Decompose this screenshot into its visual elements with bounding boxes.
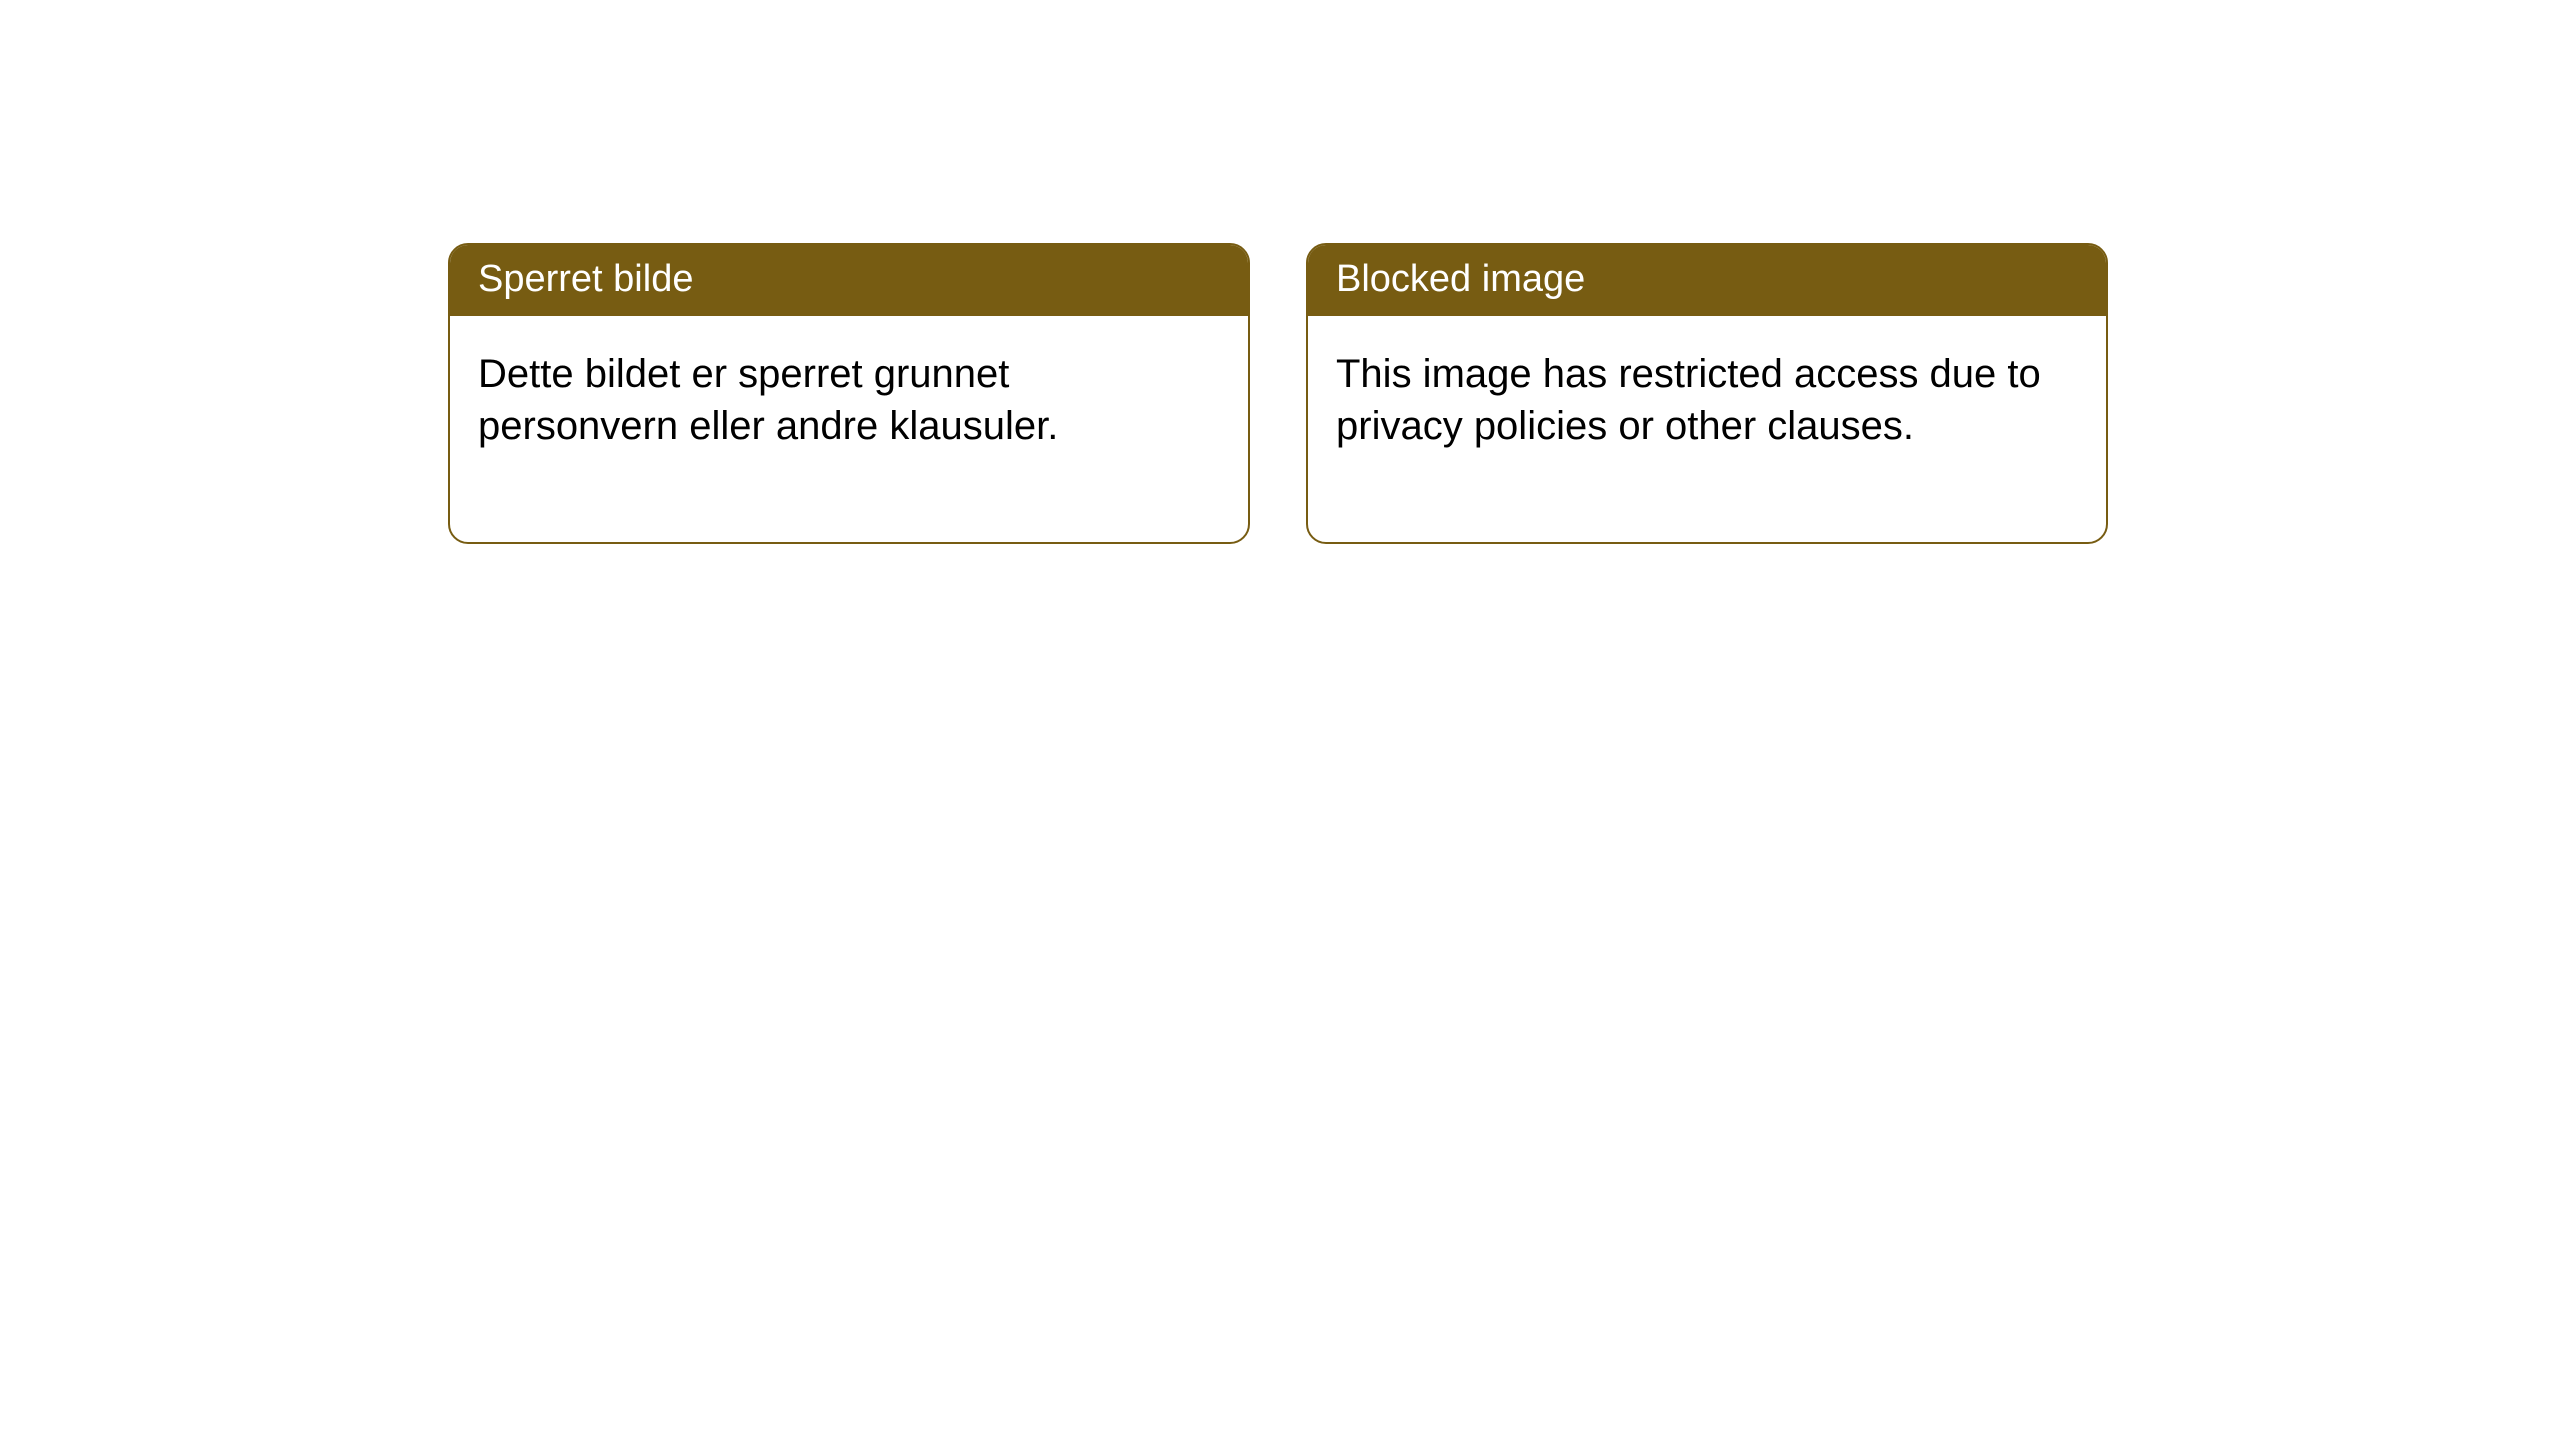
card-body: This image has restricted access due to … <box>1308 316 2106 542</box>
cards-container: Sperret bilde Dette bildet er sperret gr… <box>448 243 2560 544</box>
blocked-image-card-en: Blocked image This image has restricted … <box>1306 243 2108 544</box>
card-header: Sperret bilde <box>450 245 1248 316</box>
card-header: Blocked image <box>1308 245 2106 316</box>
card-body: Dette bildet er sperret grunnet personve… <box>450 316 1248 542</box>
blocked-image-card-no: Sperret bilde Dette bildet er sperret gr… <box>448 243 1250 544</box>
